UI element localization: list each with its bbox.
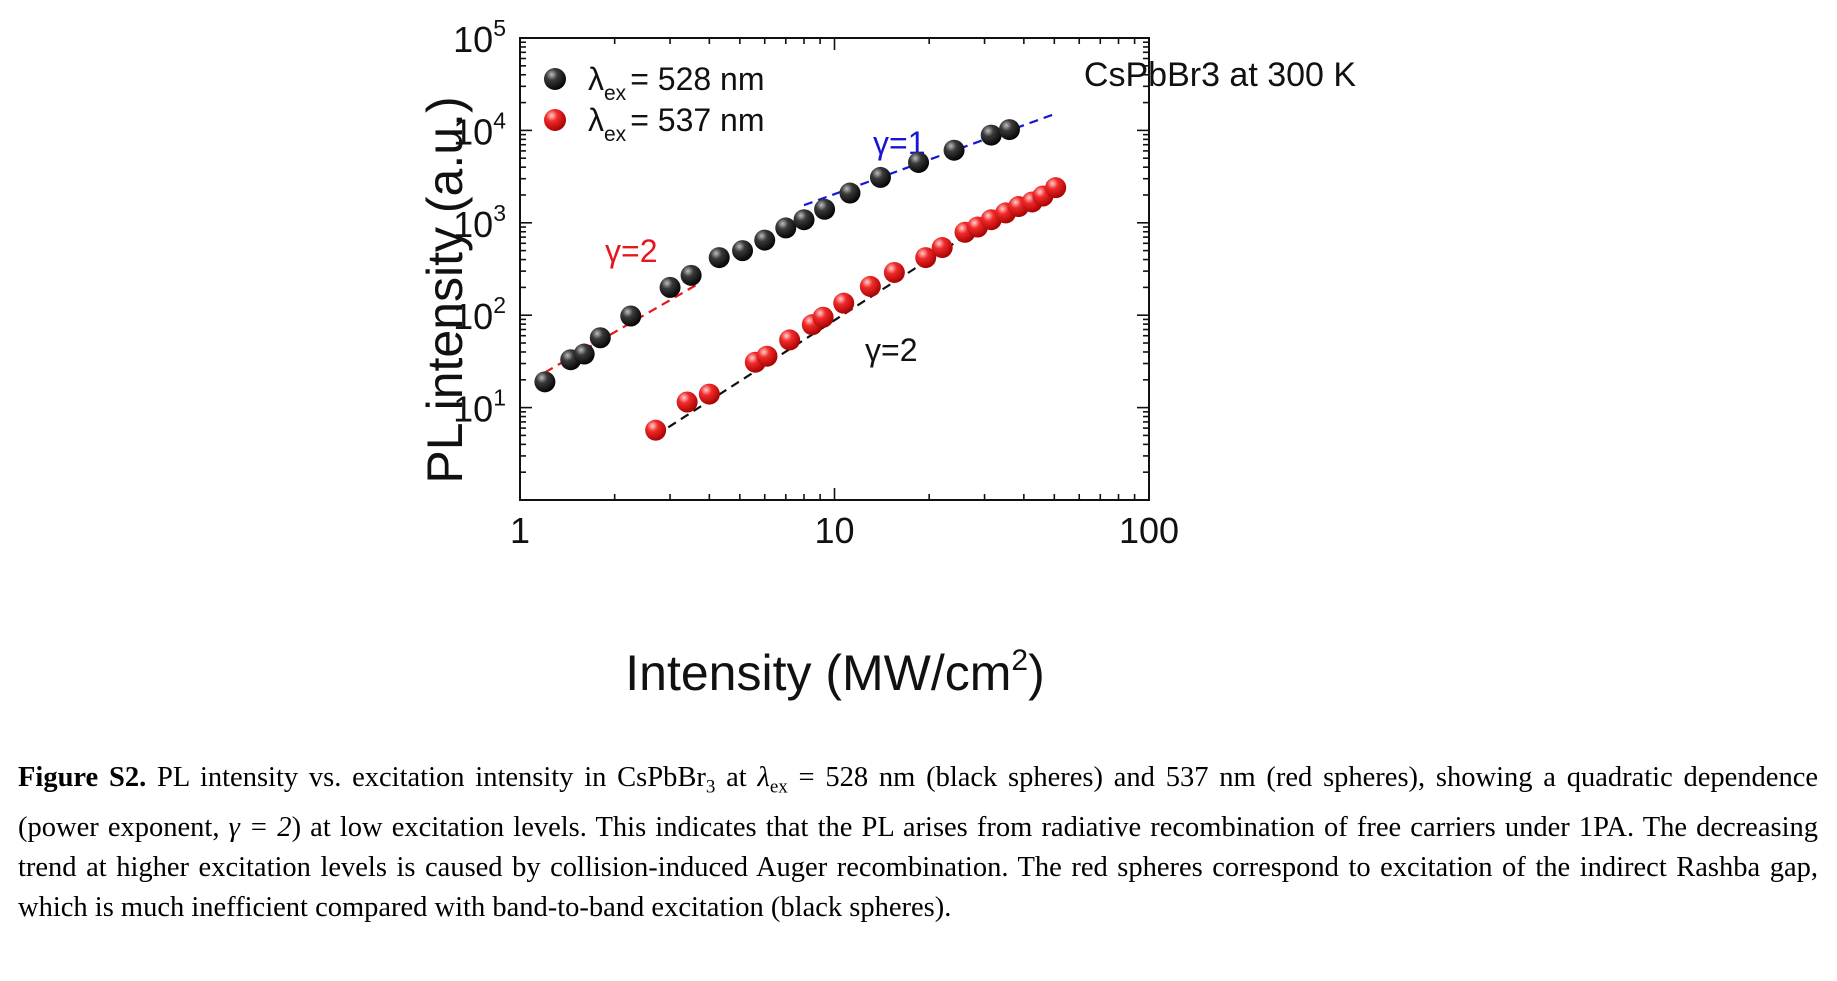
point-528nm [775, 217, 797, 239]
legend-marker-528 [544, 68, 566, 90]
point-537nm [833, 292, 855, 314]
point-528nm [998, 119, 1020, 141]
y-tick-label: 102 [453, 292, 506, 337]
point-537nm [645, 419, 667, 441]
y-tick-label: 101 [453, 385, 506, 430]
data-points [534, 119, 1067, 441]
caption-label: Figure S2. [18, 762, 147, 793]
y-tick-label: 105 [453, 15, 506, 60]
legend: λex = 528 nm λex = 537 nm [544, 61, 765, 146]
caption-text-3: = 528 nm (black spheres) and 537 nm (red… [18, 762, 1818, 843]
point-528nm [589, 327, 611, 349]
fit-label: γ=2 [605, 233, 657, 269]
legend-label-537: λex = 537 nm [588, 102, 765, 146]
point-537nm [1045, 177, 1067, 199]
point-528nm [980, 124, 1002, 146]
caption-text-2: at [715, 762, 758, 793]
figure-caption: Figure S2. PL intensity vs. excitation i… [18, 758, 1818, 928]
point-537nm [812, 306, 834, 328]
point-537nm [676, 391, 698, 413]
point-528nm [659, 276, 681, 298]
point-528nm [943, 139, 965, 161]
axis-ticks [519, 37, 1150, 501]
point-537nm [859, 275, 881, 297]
caption-text-4: ) at low excitation levels. This indicat… [18, 811, 1818, 923]
point-537nm [779, 329, 801, 351]
point-537nm [698, 383, 720, 405]
y-tick-label: 104 [453, 107, 506, 152]
point-528nm [573, 343, 595, 365]
point-537nm [756, 345, 778, 367]
plot-border [519, 37, 1150, 501]
point-528nm [708, 247, 730, 269]
x-axis-label: Intensity (MW/cm2) [625, 644, 1044, 701]
y-axis-label: PL intensity (a.u.) [420, 96, 473, 483]
fit-lines: γ=2γ=1γ=2 [544, 113, 1055, 437]
x-tick-label: 1 [510, 510, 530, 551]
point-537nm [931, 237, 953, 259]
point-528nm [839, 182, 861, 204]
point-528nm [680, 264, 702, 286]
point-528nm [732, 240, 754, 262]
plot-frame [519, 37, 1150, 501]
point-528nm [754, 229, 776, 251]
x-tick-label: 10 [814, 510, 854, 551]
y-tick-label: 103 [453, 200, 506, 245]
point-528nm [908, 151, 930, 173]
point-528nm [793, 209, 815, 231]
caption-text-1: PL intensity vs. excitation intensity in… [146, 762, 706, 793]
legend-marker-537 [544, 109, 566, 131]
tick-labels: 1 10 100 101 102 103 104 105 [453, 15, 1179, 551]
caption-lambda: λ [757, 762, 770, 793]
legend-label-528: λex = 528 nm [588, 61, 765, 105]
annotation-text: CsPbBr3 at 300 K [1084, 56, 1356, 94]
point-537nm [883, 261, 905, 283]
pl-intensity-chart: γ=2γ=1γ=2 1 10 100 101 102 103 104 105 CsPbBr3 … [420, 15, 1356, 701]
caption-gamma: γ = 2 [228, 811, 292, 843]
fit-label: γ=2 [865, 332, 917, 368]
point-528nm [534, 371, 556, 393]
point-528nm [620, 305, 642, 327]
figure-panel: γ=2 γ=1 γ=2 1 10 100 101 102 103 104 105 CsPbBr3 … [420, 0, 1435, 720]
point-528nm [814, 198, 836, 220]
caption-lambda-sub: ex [769, 776, 788, 798]
x-tick-label: 100 [1119, 510, 1179, 551]
point-528nm [869, 166, 891, 188]
point-537nm [915, 247, 937, 269]
caption-sub-3: 3 [705, 776, 716, 798]
